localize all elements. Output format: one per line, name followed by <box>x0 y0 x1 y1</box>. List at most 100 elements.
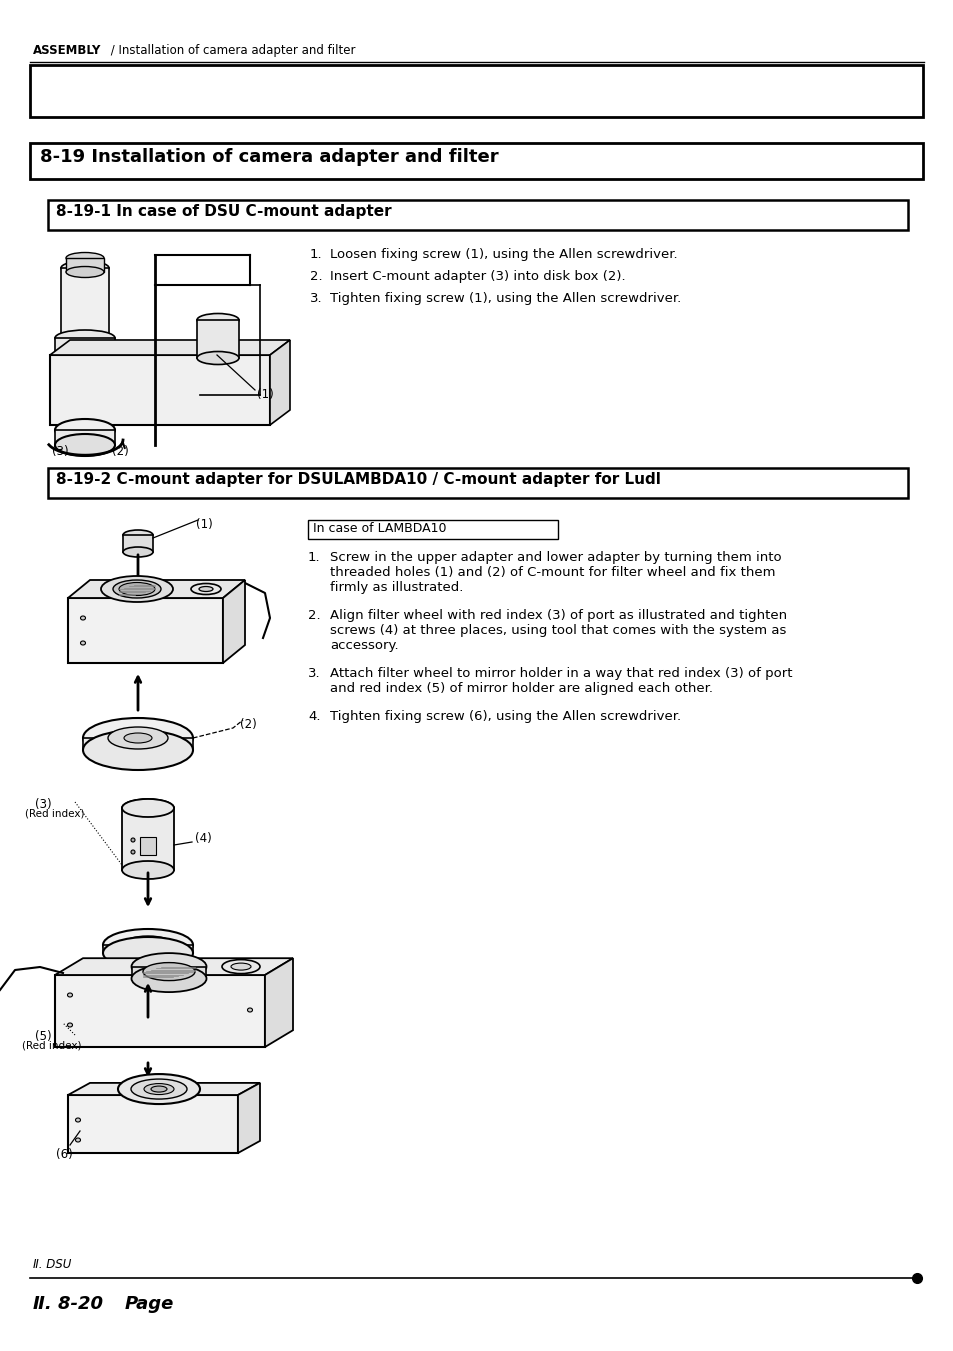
Bar <box>308 520 558 539</box>
Ellipse shape <box>108 727 168 748</box>
Text: Loosen fixing screw (1), using the Allen screwdriver.: Loosen fixing screw (1), using the Allen… <box>330 249 677 261</box>
Bar <box>68 1096 237 1152</box>
Bar <box>48 200 907 230</box>
Polygon shape <box>223 580 245 663</box>
Bar <box>132 966 206 978</box>
Text: Ⅱ. 8-20: Ⅱ. 8-20 <box>33 1296 103 1313</box>
Ellipse shape <box>137 942 159 948</box>
Text: Attach filter wheel to mirror holder in a way that red index (3) of port: Attach filter wheel to mirror holder in … <box>330 667 792 680</box>
Bar <box>196 320 239 358</box>
Polygon shape <box>265 958 293 1047</box>
Text: 4.: 4. <box>308 711 320 723</box>
Ellipse shape <box>122 936 173 954</box>
Polygon shape <box>55 958 293 975</box>
Ellipse shape <box>66 253 104 263</box>
Ellipse shape <box>131 1079 187 1100</box>
Ellipse shape <box>68 1023 72 1027</box>
Text: / Installation of camera adapter and filter: / Installation of camera adapter and fil… <box>107 45 355 57</box>
Text: accessory.: accessory. <box>330 639 398 653</box>
Ellipse shape <box>123 547 152 557</box>
Ellipse shape <box>143 963 194 981</box>
Text: (1): (1) <box>256 388 274 401</box>
Ellipse shape <box>55 434 115 457</box>
Ellipse shape <box>61 261 109 276</box>
Ellipse shape <box>103 938 193 969</box>
Text: 2.: 2. <box>308 609 320 621</box>
Ellipse shape <box>132 965 206 992</box>
Ellipse shape <box>122 861 173 880</box>
Ellipse shape <box>199 586 213 592</box>
Text: Align filter wheel with red index (3) of port as illustrated and tighten: Align filter wheel with red index (3) of… <box>330 609 786 621</box>
Text: Screw in the upper adapter and lower adapter by turning them into: Screw in the upper adapter and lower ada… <box>330 551 781 563</box>
Ellipse shape <box>119 582 154 596</box>
Bar <box>55 338 115 355</box>
Ellipse shape <box>55 419 115 440</box>
Bar <box>48 467 907 499</box>
Ellipse shape <box>101 576 172 603</box>
Text: (2): (2) <box>240 717 256 731</box>
Ellipse shape <box>191 584 221 594</box>
Ellipse shape <box>122 798 173 817</box>
Ellipse shape <box>222 959 260 974</box>
Text: 8-19-2 C-mount adapter for DSULAMBDA10 / C-mount adapter for Ludl: 8-19-2 C-mount adapter for DSULAMBDA10 /… <box>56 471 660 486</box>
Polygon shape <box>237 1084 260 1152</box>
Bar <box>83 738 193 750</box>
Bar <box>103 944 193 952</box>
Ellipse shape <box>118 1074 200 1104</box>
Polygon shape <box>50 340 290 355</box>
Polygon shape <box>68 580 245 598</box>
Text: (1): (1) <box>195 517 213 531</box>
Text: 1.: 1. <box>308 551 320 563</box>
Ellipse shape <box>196 351 239 365</box>
Polygon shape <box>68 1084 260 1096</box>
Text: and red index (5) of mirror holder are aligned each other.: and red index (5) of mirror holder are a… <box>330 682 712 694</box>
Text: (2): (2) <box>112 444 129 458</box>
Bar <box>66 258 104 272</box>
Ellipse shape <box>247 1008 253 1012</box>
Text: 8-19-1 In case of DSU C-mount adapter: 8-19-1 In case of DSU C-mount adapter <box>56 204 392 219</box>
Ellipse shape <box>151 1086 167 1092</box>
Bar <box>122 808 173 870</box>
Text: In case of LAMBDA10: In case of LAMBDA10 <box>313 521 446 535</box>
Ellipse shape <box>112 580 161 598</box>
Ellipse shape <box>66 266 104 277</box>
Ellipse shape <box>135 804 161 812</box>
Text: Insert C-mount adapter (3) into disk box (2).: Insert C-mount adapter (3) into disk box… <box>330 270 625 282</box>
Ellipse shape <box>196 313 239 327</box>
Text: (3): (3) <box>35 798 51 811</box>
Ellipse shape <box>83 730 193 770</box>
Text: 8-19 Installation of camera adapter and filter: 8-19 Installation of camera adapter and … <box>40 149 498 166</box>
Ellipse shape <box>122 798 173 817</box>
Text: (Red index): (Red index) <box>25 808 85 817</box>
Text: Ⅱ. DSU: Ⅱ. DSU <box>33 1258 71 1271</box>
Ellipse shape <box>75 1138 80 1142</box>
Bar <box>55 430 115 444</box>
Text: (4): (4) <box>194 832 212 844</box>
Ellipse shape <box>131 838 135 842</box>
Text: ASSEMBLY: ASSEMBLY <box>33 45 101 57</box>
Bar <box>140 838 156 855</box>
Text: firmly as illustrated.: firmly as illustrated. <box>330 581 463 594</box>
Ellipse shape <box>124 734 152 743</box>
Bar <box>30 65 923 118</box>
Ellipse shape <box>55 347 115 363</box>
Ellipse shape <box>132 952 206 979</box>
Ellipse shape <box>129 801 167 815</box>
Text: Tighten fixing screw (6), using the Allen screwdriver.: Tighten fixing screw (6), using the Alle… <box>330 711 680 723</box>
Text: (3): (3) <box>52 444 69 458</box>
Ellipse shape <box>61 331 109 345</box>
Ellipse shape <box>103 929 193 961</box>
Ellipse shape <box>144 1084 173 1094</box>
Ellipse shape <box>83 717 193 758</box>
Polygon shape <box>270 340 290 426</box>
Text: 3.: 3. <box>308 667 320 680</box>
Text: 3.: 3. <box>310 292 322 305</box>
Bar <box>30 143 923 178</box>
Ellipse shape <box>131 850 135 854</box>
Ellipse shape <box>55 330 115 346</box>
Bar <box>123 535 152 553</box>
Ellipse shape <box>231 963 251 970</box>
Bar <box>50 355 270 426</box>
Bar <box>68 598 223 663</box>
Text: 1.: 1. <box>310 249 322 261</box>
